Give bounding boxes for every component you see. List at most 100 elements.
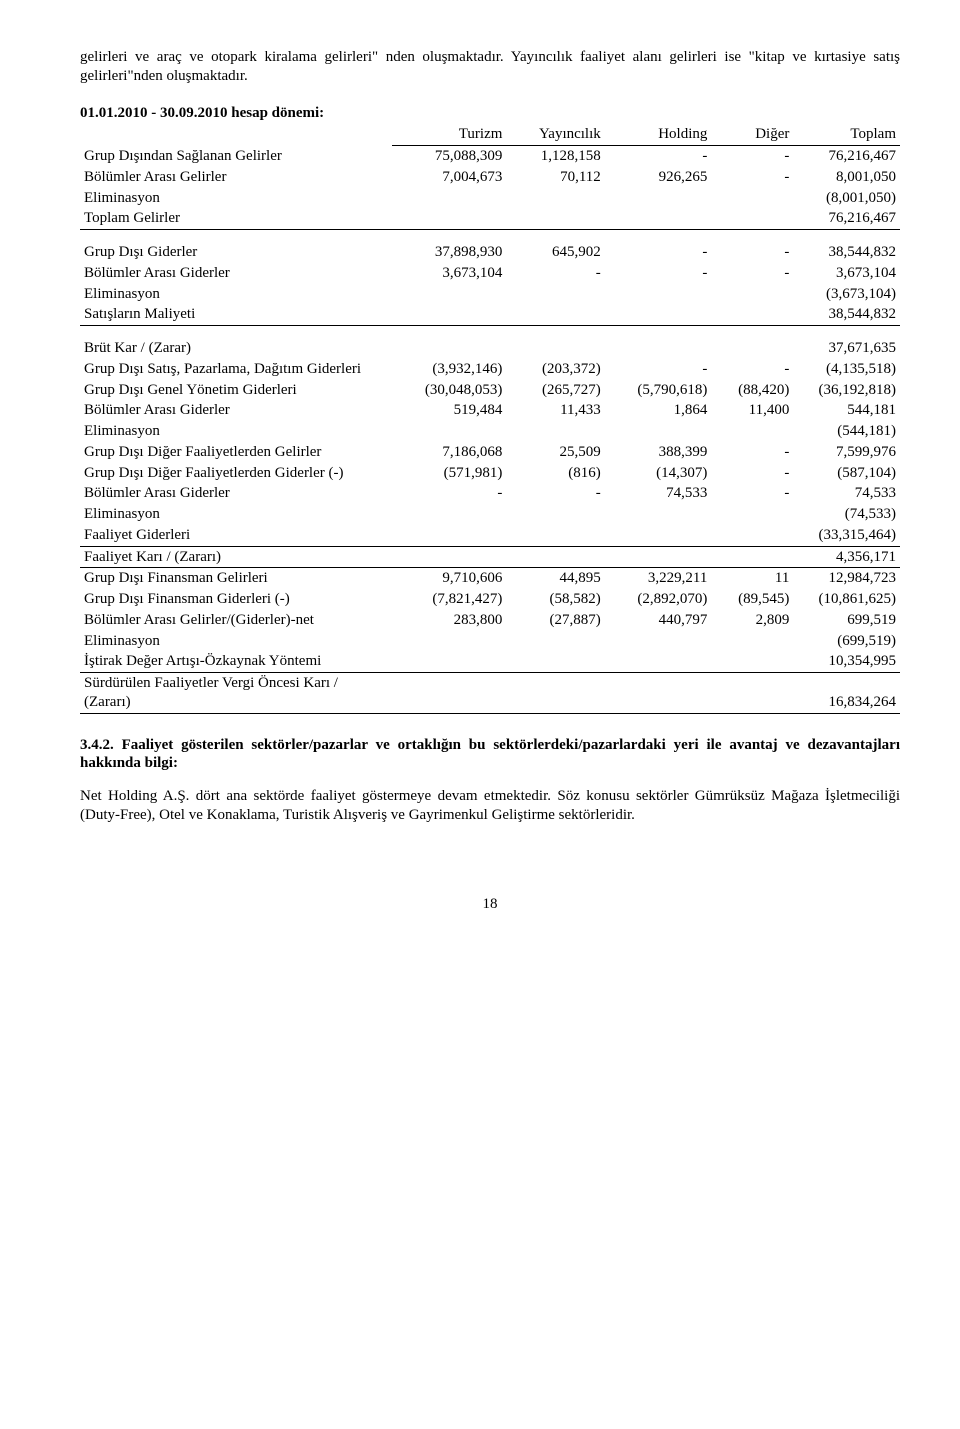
table-row-label: Sürdürülen Faaliyetler Vergi Öncesi Karı…	[80, 673, 392, 714]
table-row-label: Toplam Gelirler	[80, 208, 392, 229]
table-row-label: Satışların Maliyeti	[80, 304, 392, 325]
table-cell: (587,104)	[793, 463, 900, 484]
table-cell	[392, 504, 507, 525]
table-cell: -	[711, 442, 793, 463]
table-row-label: Brüt Kar / (Zarar)	[80, 338, 392, 359]
table-cell	[392, 284, 507, 305]
table-cell	[605, 284, 712, 305]
table-row-label: İştirak Değer Artışı-Özkaynak Yöntemi	[80, 651, 392, 672]
table-row-label: Faaliyet Giderleri	[80, 525, 392, 546]
table-cell: 4,356,171	[793, 546, 900, 568]
table-row-label: Grup Dışı Finansman Giderleri (-)	[80, 589, 392, 610]
table-cell	[605, 421, 712, 442]
table-row-label: Eliminasyon	[80, 284, 392, 305]
table-cell	[392, 651, 507, 672]
table-cell: 645,902	[506, 242, 604, 263]
table-row-label: Grup Dışı Satış, Pazarlama, Dağıtım Gide…	[80, 359, 392, 380]
table-row-label: Bölümler Arası Giderler	[80, 263, 392, 284]
table-cell: (699,519)	[793, 631, 900, 652]
table-cell	[605, 338, 712, 359]
table-cell: 8,001,050	[793, 167, 900, 188]
table-cell	[711, 421, 793, 442]
table-cell: 11,400	[711, 400, 793, 421]
table-cell: 76,216,467	[793, 146, 900, 167]
table-cell	[711, 651, 793, 672]
table-cell: 699,519	[793, 610, 900, 631]
section-342-body: Net Holding A.Ş. dört ana sektörde faali…	[80, 787, 900, 825]
table-cell	[506, 631, 604, 652]
table-cell: 11	[711, 568, 793, 589]
table-cell: 1,128,158	[506, 146, 604, 167]
table-cell: 3,673,104	[793, 263, 900, 284]
table-cell: -	[605, 263, 712, 284]
table-cell: (30,048,053)	[392, 380, 507, 401]
table-cell	[711, 673, 793, 714]
table-cell: -	[711, 167, 793, 188]
table-cell: -	[605, 242, 712, 263]
table-row-label: Bölümler Arası Gelirler	[80, 167, 392, 188]
table-cell: 926,265	[605, 167, 712, 188]
table-row-label: Grup Dışından Sağlanan Gelirler	[80, 146, 392, 167]
table-cell	[711, 546, 793, 568]
table-cell: 2,809	[711, 610, 793, 631]
table-cell: -	[605, 146, 712, 167]
table-cell: 37,671,635	[793, 338, 900, 359]
table-cell	[506, 304, 604, 325]
table-cell	[392, 673, 507, 714]
table-cell: 76,216,467	[793, 208, 900, 229]
table-cell: (74,533)	[793, 504, 900, 525]
table-row-label: Bölümler Arası Giderler	[80, 483, 392, 504]
table-cell	[392, 304, 507, 325]
table-row-label: Eliminasyon	[80, 504, 392, 525]
table-cell: (4,135,518)	[793, 359, 900, 380]
table-cell: 440,797	[605, 610, 712, 631]
table-cell: 16,834,264	[793, 673, 900, 714]
table-cell: -	[711, 263, 793, 284]
table-cell	[392, 421, 507, 442]
table-cell: 519,484	[392, 400, 507, 421]
table-cell: (7,821,427)	[392, 589, 507, 610]
table-cell	[392, 546, 507, 568]
table-cell	[506, 208, 604, 229]
table-cell: 7,004,673	[392, 167, 507, 188]
table-cell: (265,727)	[506, 380, 604, 401]
table-cell: -	[392, 483, 507, 504]
table-cell	[506, 525, 604, 546]
table-cell	[605, 631, 712, 652]
table-cell: 10,354,995	[793, 651, 900, 672]
table-cell: (571,981)	[392, 463, 507, 484]
period-text: 01.01.2010 - 30.09.2010 hesap dönemi:	[80, 105, 324, 121]
table-cell: (14,307)	[605, 463, 712, 484]
table-cell	[711, 631, 793, 652]
table-row-label: Faaliyet Karı / (Zararı)	[80, 546, 392, 568]
table-column-header: Holding	[605, 124, 712, 145]
table-cell: 11,433	[506, 400, 604, 421]
table-cell	[392, 631, 507, 652]
table-cell	[605, 651, 712, 672]
table-cell	[605, 188, 712, 209]
table-cell: -	[711, 242, 793, 263]
table-cell: 44,895	[506, 568, 604, 589]
table-cell	[711, 504, 793, 525]
table-cell: (8,001,050)	[793, 188, 900, 209]
table-cell: (816)	[506, 463, 604, 484]
table-cell: 544,181	[793, 400, 900, 421]
table-cell: 25,509	[506, 442, 604, 463]
table-cell: (3,673,104)	[793, 284, 900, 305]
table-column-header: Diğer	[711, 124, 793, 145]
table-cell	[506, 546, 604, 568]
table-cell	[506, 188, 604, 209]
table-cell	[605, 525, 712, 546]
table-cell: 9,710,606	[392, 568, 507, 589]
table-cell	[392, 188, 507, 209]
table-cell: 388,399	[605, 442, 712, 463]
table-row-label: Grup Dışı Genel Yönetim Giderleri	[80, 380, 392, 401]
table-cell: 7,186,068	[392, 442, 507, 463]
table-cell: 38,544,832	[793, 304, 900, 325]
table-cell	[711, 188, 793, 209]
table-cell: (3,932,146)	[392, 359, 507, 380]
page-number: 18	[80, 895, 900, 914]
table-row-label: Grup Dışı Diğer Faaliyetlerden Gelirler	[80, 442, 392, 463]
table-cell: (2,892,070)	[605, 589, 712, 610]
table-cell: 283,800	[392, 610, 507, 631]
